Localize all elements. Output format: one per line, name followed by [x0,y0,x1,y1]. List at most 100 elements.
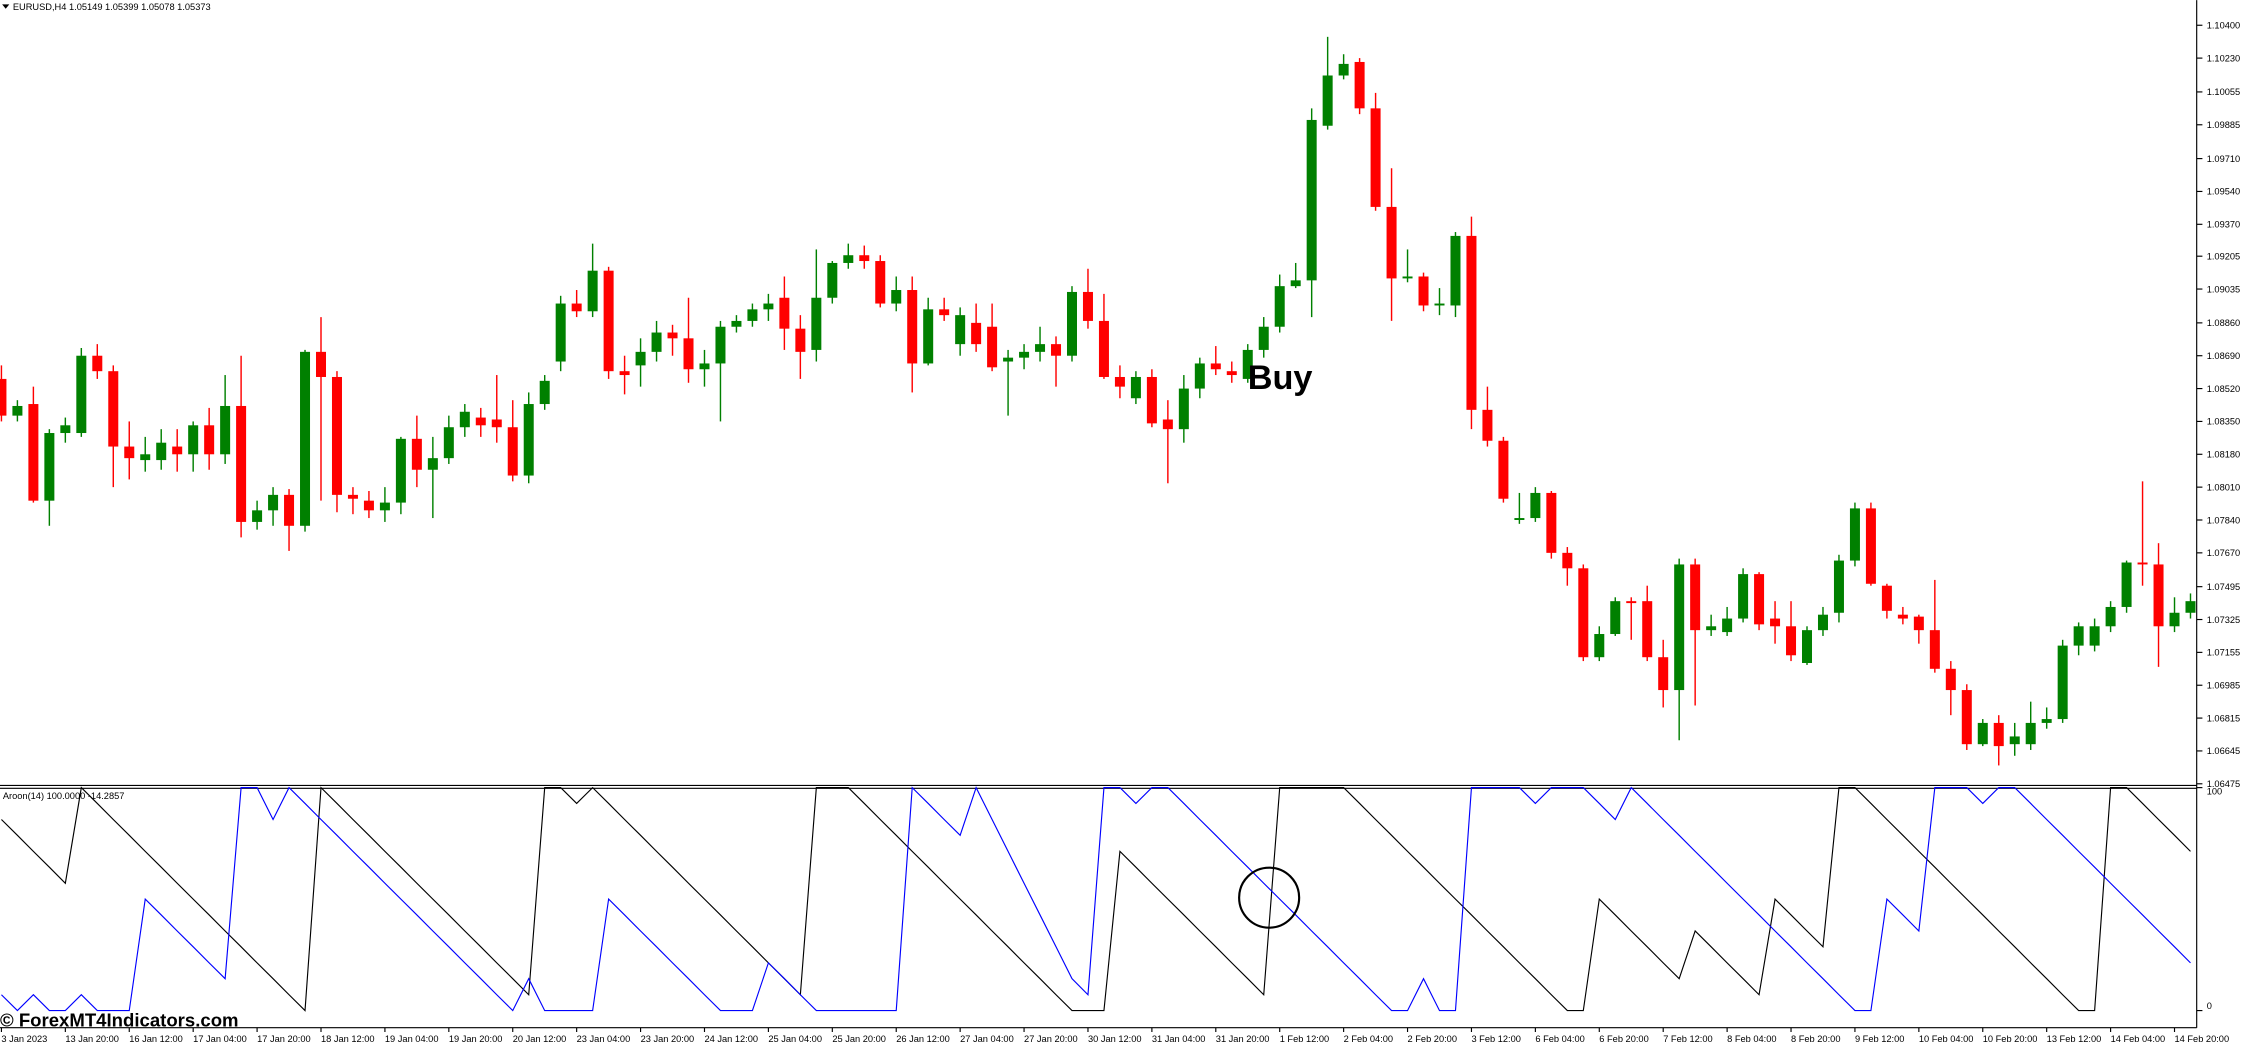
candle-body [2137,562,2148,565]
candle-body [779,297,790,329]
candle-body [523,404,534,476]
candle-body [651,332,662,352]
candle-body [795,328,806,352]
candle-body [1322,75,1333,126]
candle-body [1610,601,1621,635]
y-tick-label: 1.06985 [2207,681,2241,691]
candle-body [875,261,886,304]
candle-body [363,500,374,511]
candle-body [1530,492,1541,519]
x-tick-label: 16 Jan 12:00 [129,1034,183,1044]
x-tick-label: 18 Jan 12:00 [321,1034,375,1044]
candle-body [331,376,342,495]
candle-body [140,454,151,461]
buy-annotation: Buy [1248,359,1313,397]
x-tick-label: 10 Feb 20:00 [1983,1034,2038,1044]
candle-body [1434,303,1445,306]
y-tick-label: 1.08350 [2207,417,2241,427]
candle-body [587,270,598,312]
x-tick-label: 31 Jan 20:00 [1216,1034,1270,1044]
candle-body [1722,618,1733,633]
candle-body [571,303,582,312]
candle-body [891,290,902,304]
candle-body [491,419,502,428]
candle-body [443,427,454,459]
candle-body [1146,376,1157,424]
candle-body [1370,108,1381,207]
candle-body [507,427,518,476]
candle-body [539,380,550,405]
y-tick-label: 1.08690 [2207,351,2241,361]
candle-body [1706,626,1717,631]
signal-circle [1238,866,1301,929]
candle-body [2169,612,2180,627]
candle-body [76,355,87,434]
candle-body [156,442,167,461]
x-tick-label: 1 Feb 12:00 [1280,1034,1329,1044]
x-tick-label: 26 Jan 12:00 [896,1034,950,1044]
candle-body [1130,376,1141,399]
y-tick-label: 1.07495 [2207,582,2241,592]
x-tick-label: 13 Jan 20:00 [65,1034,119,1044]
candle-body [0,378,7,416]
y-tick-label: 1.10055 [2207,87,2241,97]
y-tick-label: 1.08010 [2207,482,2241,492]
candle-body [1738,574,1749,619]
y-tick-label: 1.10230 [2207,53,2241,63]
candle-body [220,405,231,455]
indicator-tick-label: 100 [2207,787,2222,797]
candle-body [1578,568,1589,658]
candle-body [1881,585,1892,611]
candle-body [1003,357,1014,362]
y-tick-label: 1.06475 [2207,779,2241,789]
y-tick-label: 1.07670 [2207,548,2241,558]
y-tick-label: 1.06645 [2207,746,2241,756]
candle-body [1035,344,1046,352]
candle-body [92,355,103,372]
candle-body [1977,722,1988,745]
candle-body [1019,351,1030,358]
candle-body [1450,235,1461,306]
x-tick-label: 8 Feb 04:00 [1727,1034,1776,1044]
candle-body [715,326,726,364]
x-tick-label: 27 Jan 04:00 [960,1034,1014,1044]
candle-body [1051,344,1062,356]
menu-arrow [2,4,10,9]
candle-body [475,417,486,426]
x-tick-label: 23 Jan 04:00 [577,1034,631,1044]
candle-body [859,255,870,262]
candle-body [1786,626,1797,656]
candle-body [699,363,710,370]
candle-body [555,303,566,362]
aroon-line [1,786,2191,1012]
candle-body [1642,601,1653,658]
candle-body [2089,626,2100,646]
candle-body [987,326,998,368]
indicator-title: Aroon(14) 100.0000 -14.2857 [3,791,125,801]
candle-body [1562,552,1573,569]
candle-body [300,351,311,526]
candle-body [2025,722,2036,745]
x-tick-label: 9 Feb 12:00 [1855,1034,1904,1044]
watermark: © ForexMT4Indicators.com [0,1009,239,1030]
candle-body [635,351,646,366]
candle-body [1274,286,1285,327]
x-tick-label: 6 Feb 20:00 [1599,1034,1648,1044]
y-tick-label: 1.09035 [2207,284,2241,294]
candle-body [2009,736,2020,745]
y-tick-label: 1.08180 [2207,450,2241,460]
candle-body [1338,63,1349,76]
chart-title: EURUSD,H4 1.05149 1.05399 1.05078 1.0537… [13,2,211,12]
candle-body [1802,630,1813,664]
candle-body [1626,601,1637,604]
candle-body [1210,363,1221,370]
x-tick-label: 20 Jan 12:00 [513,1034,567,1044]
x-tick-label: 24 Jan 12:00 [704,1034,758,1044]
candle-body [284,494,295,526]
candle-body [1961,690,1972,745]
y-tick-label: 1.09205 [2207,251,2241,261]
candle-body [379,502,390,511]
candle-body [2041,719,2052,723]
x-tick-label: 27 Jan 20:00 [1024,1034,1078,1044]
